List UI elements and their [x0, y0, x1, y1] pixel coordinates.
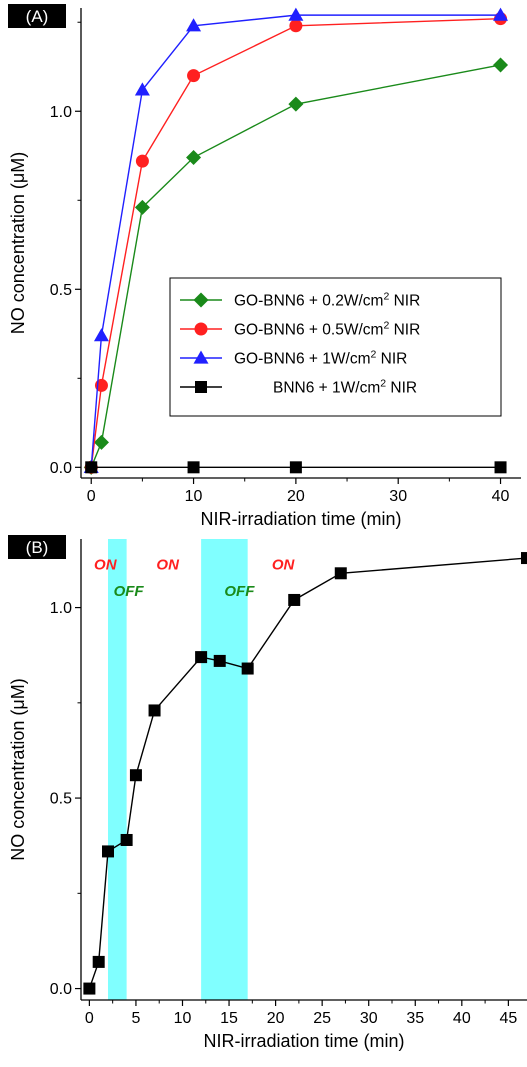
data-point — [288, 7, 304, 21]
x-tick-label: 10 — [185, 488, 203, 505]
x-tick-label: 45 — [499, 1010, 517, 1027]
chart-panel-a: 0 10 20 30 40 0.0 0.5 1.0 NIR-irradiation time (… — [8, 4, 521, 529]
legend-label: GO-BNN6 + 0.5W/cm2 NIR — [234, 320, 420, 339]
y-tick-label: 0.0 — [50, 981, 72, 998]
panel-label: (A) — [8, 4, 66, 28]
x-tick-label: 40 — [492, 488, 510, 505]
legend: GO-BNN6 + 0.2W/cm2 NIR GO-BNN6 + 0.5W/cm2… — [169, 277, 502, 417]
series-line — [88, 557, 527, 989]
legend-entry: BNN6 + 1W/cm2 NIR — [180, 378, 417, 397]
on-off-annotation: ON — [272, 556, 296, 573]
data-point — [120, 833, 133, 846]
panel-label: (B) — [8, 535, 66, 559]
x-axis-label: NIR-irradiation time (min) — [203, 1031, 404, 1051]
legend-label: GO-BNN6 + 0.2W/cm2 NIR — [234, 291, 420, 310]
panel-label-box — [8, 4, 66, 28]
x-tick-label: 0 — [85, 1010, 94, 1027]
data-point — [288, 96, 304, 112]
legend-marker — [194, 322, 208, 336]
x-tick-label: 10 — [174, 1010, 192, 1027]
data-point — [186, 150, 202, 166]
x-tick-label: 20 — [287, 488, 305, 505]
x-tick-label: 30 — [389, 488, 407, 505]
data-point — [493, 57, 509, 73]
panel-label-text: (A) — [26, 7, 49, 26]
data-point — [186, 18, 202, 32]
legend-marker — [195, 381, 207, 393]
off-interval-band — [201, 539, 248, 1000]
data-point — [102, 845, 115, 858]
y-tick-label: 0.5 — [50, 791, 72, 808]
on-off-annotation: OFF — [224, 583, 255, 600]
data-series — [83, 552, 527, 995]
y-axis-label: NO concentration (μM) — [8, 152, 28, 334]
x-tick-label: 25 — [313, 1010, 331, 1027]
data-point — [93, 434, 109, 450]
y-tick-label: 1.0 — [50, 600, 72, 617]
on-off-annotation: ON — [156, 556, 180, 573]
legend-marker — [193, 292, 209, 308]
data-point — [289, 19, 303, 33]
y-tick-label: 0.5 — [50, 282, 72, 299]
x-tick-label: 15 — [220, 1010, 238, 1027]
y-tick-label: 0.0 — [50, 460, 72, 477]
on-off-annotation: OFF — [114, 583, 145, 600]
data-point — [289, 461, 302, 474]
legend-label: GO-BNN6 + 1W/cm2 NIR — [234, 349, 407, 368]
x-tick-label: 40 — [453, 1010, 471, 1027]
x-tick-label: 35 — [406, 1010, 424, 1027]
data-point — [92, 955, 105, 968]
y-tick-label: 1.0 — [50, 104, 72, 121]
data-point — [241, 662, 254, 675]
x-tick-label: 20 — [267, 1010, 285, 1027]
data-point — [187, 69, 201, 83]
data-point — [334, 567, 347, 580]
x-axis-label: NIR-irradiation time (min) — [200, 509, 401, 529]
data-point — [93, 328, 109, 342]
data-point — [85, 461, 98, 474]
chart-panel-b: 0 5 10 15 20 25 30 35 40 45 0.0 0.5 1.0 NIR-irradiati… — [8, 535, 527, 1051]
series-line — [90, 14, 501, 468]
data-point — [134, 82, 150, 96]
data-point — [521, 552, 527, 565]
x-tick-label: 30 — [360, 1010, 378, 1027]
legend-label: BNN6 + 1W/cm2 NIR — [273, 378, 417, 397]
y-axis-label: NO concentration (μM) — [8, 678, 28, 860]
off-interval-band — [108, 539, 127, 1000]
data-point — [213, 654, 226, 667]
legend-box — [169, 277, 502, 417]
data-point — [195, 651, 208, 664]
data-point — [129, 769, 142, 782]
data-point — [493, 7, 509, 21]
data-point — [148, 704, 161, 717]
series-line — [90, 17, 501, 468]
legend-marker — [193, 350, 209, 364]
data-point — [187, 461, 200, 474]
panel-label-text: (B) — [26, 538, 49, 557]
x-tick-label: 5 — [131, 1010, 140, 1027]
legend-entry: GO-BNN6 + 0.2W/cm2 NIR — [180, 291, 420, 310]
data-point — [494, 461, 507, 474]
legend-entry: GO-BNN6 + 1W/cm2 NIR — [180, 349, 407, 368]
panel-label-box — [8, 535, 66, 559]
on-off-annotation: ON — [94, 556, 118, 573]
x-tick-label: 0 — [87, 488, 96, 505]
data-point — [83, 982, 96, 995]
data-point — [134, 199, 150, 215]
data-point — [135, 154, 149, 168]
data-series — [85, 461, 507, 474]
data-point — [288, 593, 301, 606]
legend-entry: GO-BNN6 + 0.5W/cm2 NIR — [180, 320, 420, 339]
